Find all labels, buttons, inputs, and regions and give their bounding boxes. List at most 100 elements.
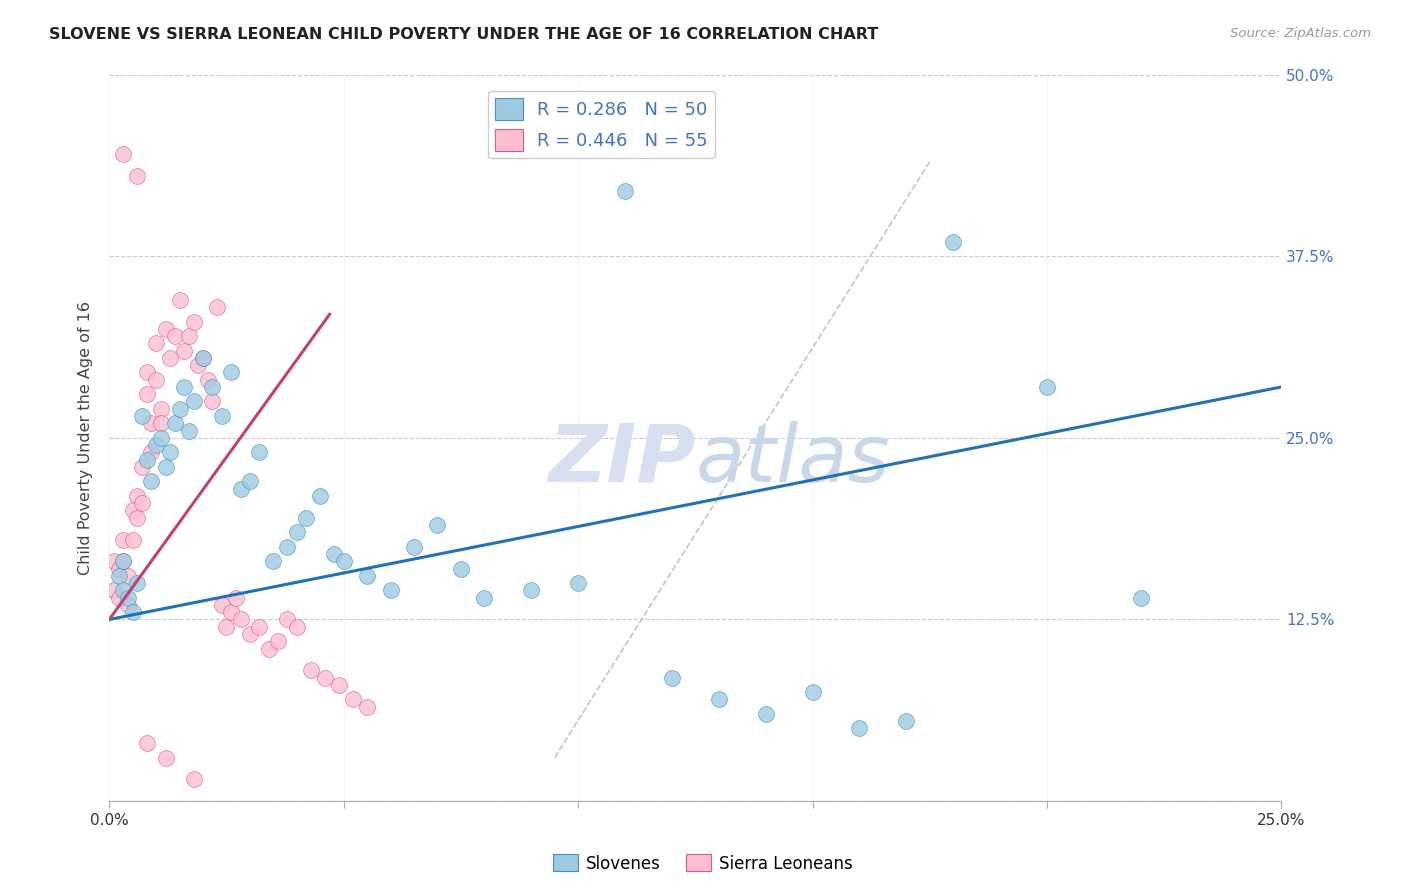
Point xyxy=(145,336,167,351)
Point xyxy=(707,692,730,706)
Point xyxy=(107,591,129,605)
Point xyxy=(197,373,219,387)
Point xyxy=(332,554,354,568)
Point xyxy=(328,678,350,692)
Point xyxy=(149,417,172,431)
Point xyxy=(191,351,214,365)
Point xyxy=(112,147,135,161)
Point xyxy=(229,612,252,626)
Point xyxy=(127,489,149,503)
Point xyxy=(112,554,135,568)
Point xyxy=(247,620,270,634)
Point xyxy=(239,475,262,489)
Point xyxy=(183,772,205,787)
Point xyxy=(141,417,163,431)
Point xyxy=(131,496,153,510)
Point xyxy=(183,315,205,329)
Text: atlas: atlas xyxy=(696,421,890,499)
Point xyxy=(314,671,336,685)
Point xyxy=(285,525,308,540)
Point xyxy=(942,235,965,249)
Point xyxy=(299,664,322,678)
Point xyxy=(225,591,247,605)
Point xyxy=(173,343,195,358)
Point xyxy=(801,685,824,699)
Point xyxy=(848,722,870,736)
Point xyxy=(131,409,153,423)
Point xyxy=(211,598,233,612)
Point xyxy=(135,736,157,750)
Point xyxy=(117,569,139,583)
Point xyxy=(127,510,149,524)
Text: Source: ZipAtlas.com: Source: ZipAtlas.com xyxy=(1230,27,1371,40)
Legend: R = 0.286   N = 50, R = 0.446   N = 55: R = 0.286 N = 50, R = 0.446 N = 55 xyxy=(488,91,714,159)
Point xyxy=(257,641,280,656)
Point xyxy=(201,394,224,409)
Point xyxy=(121,605,143,619)
Point xyxy=(155,322,177,336)
Point xyxy=(135,452,157,467)
Point xyxy=(169,401,191,416)
Point xyxy=(472,591,495,605)
Point xyxy=(285,620,308,634)
Legend: Slovenes, Sierra Leoneans: Slovenes, Sierra Leoneans xyxy=(546,847,860,880)
Point xyxy=(380,583,402,598)
Point xyxy=(112,533,135,547)
Point xyxy=(121,533,143,547)
Point xyxy=(239,627,262,641)
Point xyxy=(896,714,918,729)
Point xyxy=(567,576,589,591)
Point xyxy=(177,329,200,343)
Point xyxy=(661,671,683,685)
Point xyxy=(426,518,449,533)
Point xyxy=(205,300,228,314)
Text: ZIP: ZIP xyxy=(548,421,696,499)
Point xyxy=(112,554,135,568)
Text: SLOVENE VS SIERRA LEONEAN CHILD POVERTY UNDER THE AGE OF 16 CORRELATION CHART: SLOVENE VS SIERRA LEONEAN CHILD POVERTY … xyxy=(49,27,879,42)
Point xyxy=(450,561,472,575)
Point xyxy=(163,417,186,431)
Point xyxy=(177,424,200,438)
Point xyxy=(135,366,157,380)
Point xyxy=(247,445,270,459)
Point xyxy=(155,459,177,474)
Point xyxy=(1129,591,1152,605)
Point xyxy=(141,445,163,459)
Point xyxy=(219,605,242,619)
Point xyxy=(323,547,346,561)
Point xyxy=(103,583,125,598)
Point xyxy=(159,351,181,365)
Point xyxy=(159,445,181,459)
Point xyxy=(107,569,129,583)
Point xyxy=(149,401,172,416)
Point xyxy=(191,351,214,365)
Point xyxy=(173,380,195,394)
Point xyxy=(149,431,172,445)
Point xyxy=(356,569,378,583)
Point xyxy=(342,692,364,706)
Point xyxy=(121,503,143,517)
Point xyxy=(127,169,149,184)
Point xyxy=(229,482,252,496)
Point xyxy=(107,561,129,575)
Y-axis label: Child Poverty Under the Age of 16: Child Poverty Under the Age of 16 xyxy=(79,301,93,574)
Point xyxy=(1036,380,1059,394)
Point xyxy=(112,583,135,598)
Point xyxy=(211,409,233,423)
Point xyxy=(183,394,205,409)
Point xyxy=(276,612,298,626)
Point xyxy=(295,510,318,524)
Point xyxy=(215,620,238,634)
Point xyxy=(145,373,167,387)
Point xyxy=(309,489,332,503)
Point xyxy=(131,459,153,474)
Point xyxy=(163,329,186,343)
Point xyxy=(117,598,139,612)
Point xyxy=(169,293,191,307)
Point xyxy=(187,358,209,372)
Point xyxy=(614,184,637,198)
Point xyxy=(402,540,425,554)
Point xyxy=(155,750,177,764)
Point xyxy=(219,366,242,380)
Point xyxy=(201,380,224,394)
